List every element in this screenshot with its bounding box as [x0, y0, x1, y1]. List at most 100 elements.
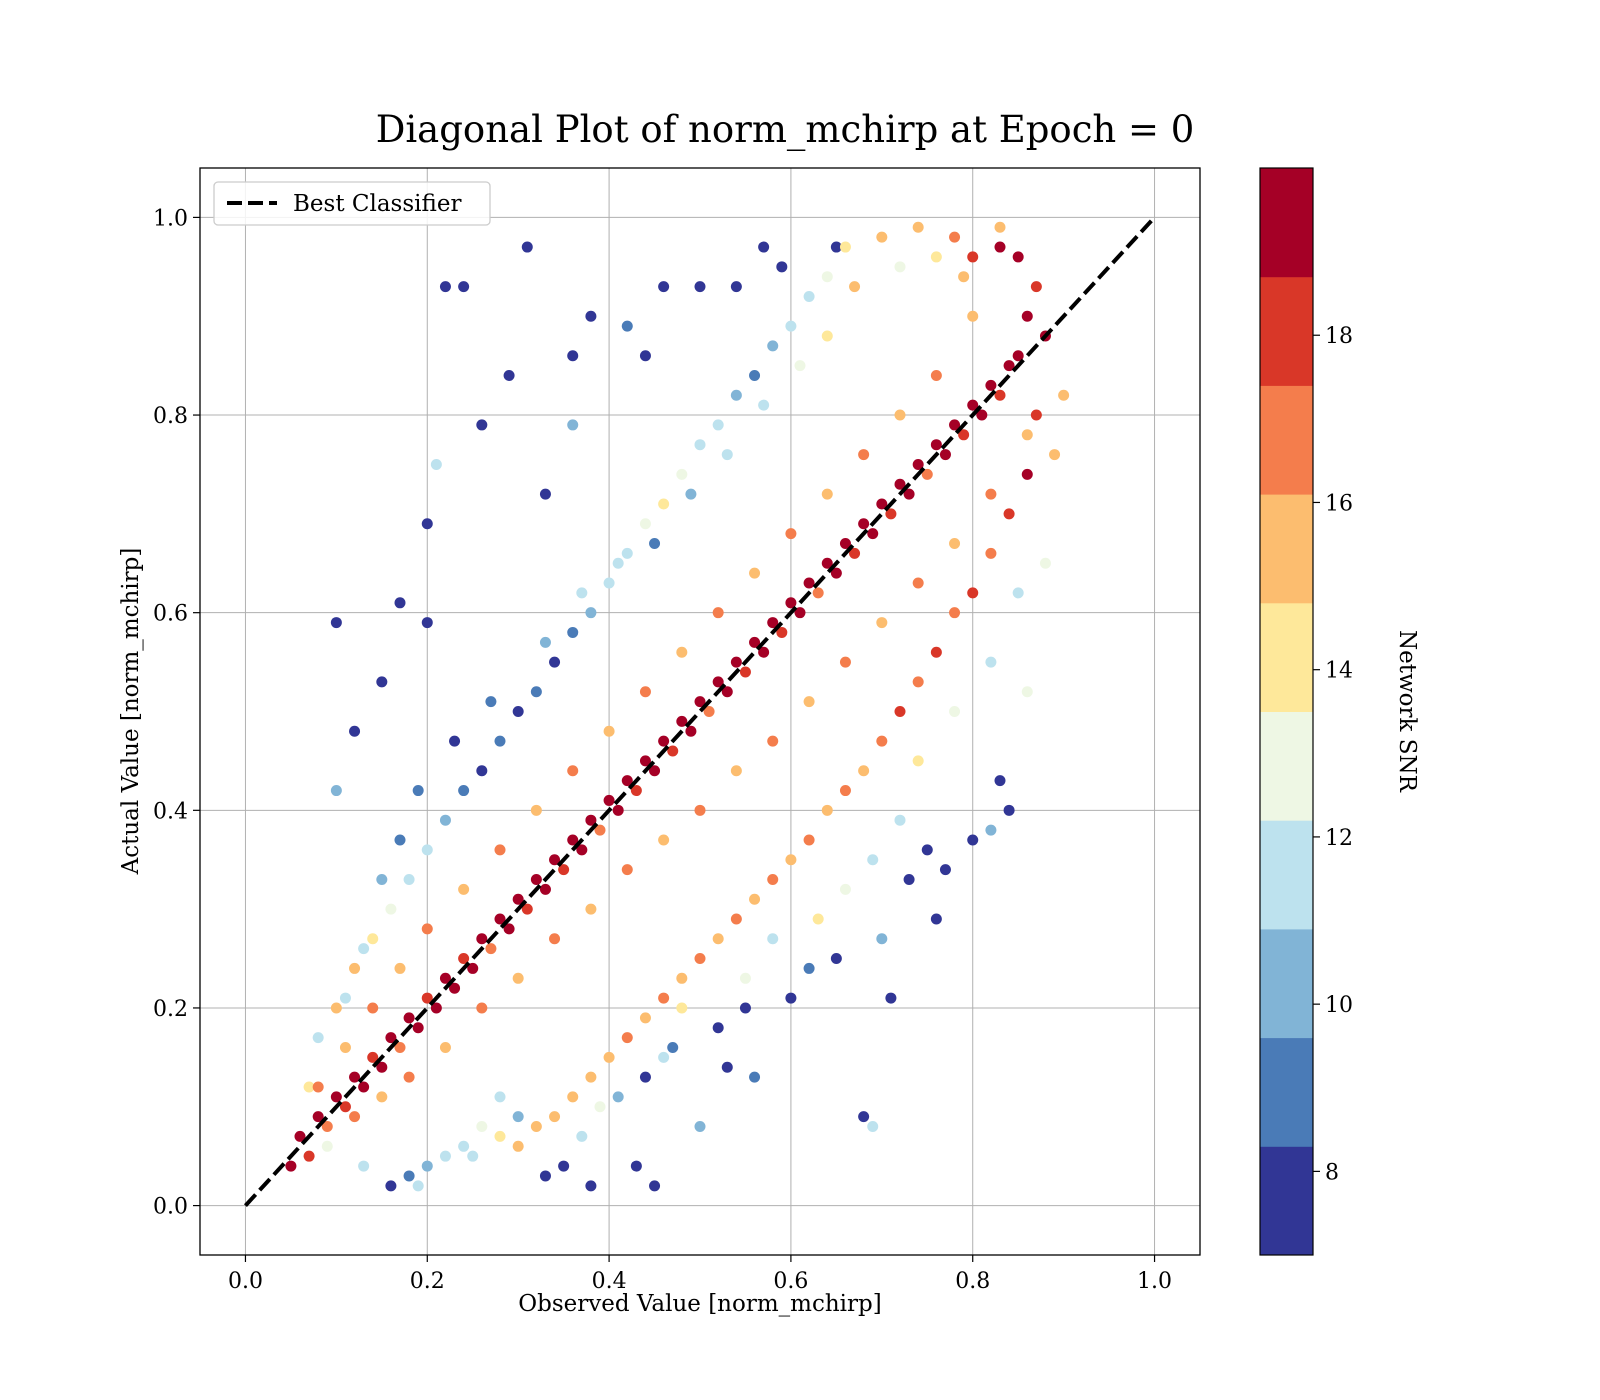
scatter-point	[349, 962, 361, 974]
scatter-point	[421, 844, 433, 856]
scatter-point	[903, 488, 915, 500]
scatter-point	[458, 785, 470, 797]
scatter-point	[585, 310, 597, 322]
scatter-point	[985, 824, 997, 836]
scatter-point	[839, 538, 851, 550]
scatter-point	[794, 607, 806, 619]
scatter-point	[403, 1012, 415, 1024]
scatter-point	[712, 419, 724, 431]
scatter-point	[1003, 508, 1015, 520]
scatter-point	[676, 715, 688, 727]
scatter-point	[949, 538, 961, 550]
colorbar-segment	[1260, 928, 1313, 1039]
scatter-point	[485, 943, 497, 955]
scatter-point	[730, 765, 742, 777]
scatter-point	[485, 696, 497, 708]
scatter-point	[912, 577, 924, 589]
scatter-point	[903, 873, 915, 885]
scatter-point	[403, 1071, 415, 1083]
scatter-point	[476, 933, 488, 945]
scatter-point	[658, 992, 670, 1004]
scatter-point	[1039, 557, 1051, 569]
scatter-point	[867, 1121, 879, 1133]
scatter-point	[603, 725, 615, 737]
scatter-point	[749, 370, 761, 382]
scatter-point	[358, 1160, 370, 1172]
scatter-point	[339, 1041, 351, 1053]
scatter-point	[439, 972, 451, 984]
scatter-point	[894, 409, 906, 421]
scatter-point	[294, 1130, 306, 1142]
plot-frame	[199, 167, 1201, 1256]
scatter-point	[412, 1022, 424, 1034]
scatter-point	[758, 646, 770, 658]
scatter-point	[321, 1121, 333, 1133]
scatter-point	[730, 913, 742, 925]
scatter-point	[939, 864, 951, 876]
scatter-point	[467, 962, 479, 974]
scatter-point	[567, 834, 579, 846]
scatter-point	[967, 399, 979, 411]
scatter-point	[930, 913, 942, 925]
scatter-point	[458, 1140, 470, 1152]
scatter-point	[567, 765, 579, 777]
scatter-point	[421, 923, 433, 935]
scatter-point	[803, 577, 815, 589]
colorbar-segment	[1260, 168, 1313, 278]
x-axis-label: Observed Value [norm_mchirp]	[518, 1291, 881, 1317]
scatter-point	[494, 844, 506, 856]
scatter-point	[312, 1111, 324, 1123]
scatter-point	[967, 587, 979, 599]
scatter-point	[339, 1101, 351, 1113]
scatter-point	[894, 478, 906, 490]
scatter-point	[621, 864, 633, 876]
scatter-point	[858, 518, 870, 530]
scatter-point	[758, 241, 770, 253]
scatter-point	[285, 1160, 297, 1172]
scatter-point	[439, 814, 451, 826]
scatter-point	[785, 992, 797, 1004]
scatter-point	[358, 1081, 370, 1093]
scatter-point	[512, 706, 524, 717]
scatter-point	[521, 241, 533, 253]
colorbar-tick-label: 8	[1325, 1160, 1339, 1185]
colorbar-segment	[1260, 385, 1313, 495]
scatter-point	[839, 883, 851, 895]
scatter-point	[658, 498, 670, 510]
scatter-point	[767, 617, 779, 629]
scatter-point	[894, 814, 906, 826]
scatter-point	[694, 1121, 706, 1133]
scatter-point	[803, 834, 815, 846]
scatter-point	[930, 251, 942, 263]
scatter-point	[830, 953, 842, 965]
scatter-point	[394, 1041, 406, 1053]
y-tick-label: 1.0	[153, 206, 188, 231]
y-tick-label: 0.4	[153, 799, 188, 824]
scatter-point	[985, 379, 997, 391]
scatter-point	[603, 794, 615, 806]
scatter-point	[867, 528, 879, 540]
x-tick-label: 0.8	[955, 1269, 990, 1294]
scatter-point	[849, 547, 861, 559]
scatter-point	[849, 281, 861, 293]
scatter-point	[530, 873, 542, 885]
scatter-point	[321, 1140, 333, 1152]
scatter-point	[349, 1071, 361, 1083]
scatter-point	[767, 340, 779, 352]
scatter-point	[639, 518, 651, 530]
scatter-point	[349, 1111, 361, 1123]
colorbar-segment	[1260, 820, 1313, 930]
x-tick-label: 1.0	[1137, 1269, 1172, 1294]
scatter-point	[794, 360, 806, 372]
scatter-point	[376, 676, 388, 688]
scatter-point	[367, 933, 379, 945]
scatter-point	[394, 962, 406, 974]
legend-box	[213, 181, 491, 226]
colorbar-label: Network SNR	[1394, 630, 1420, 793]
scatter-point	[339, 992, 351, 1004]
scatter-point	[721, 686, 733, 698]
scatter-point	[749, 1071, 761, 1083]
scatter-point	[585, 1180, 597, 1192]
scatter-point	[394, 834, 406, 846]
scatter-point	[758, 399, 770, 411]
